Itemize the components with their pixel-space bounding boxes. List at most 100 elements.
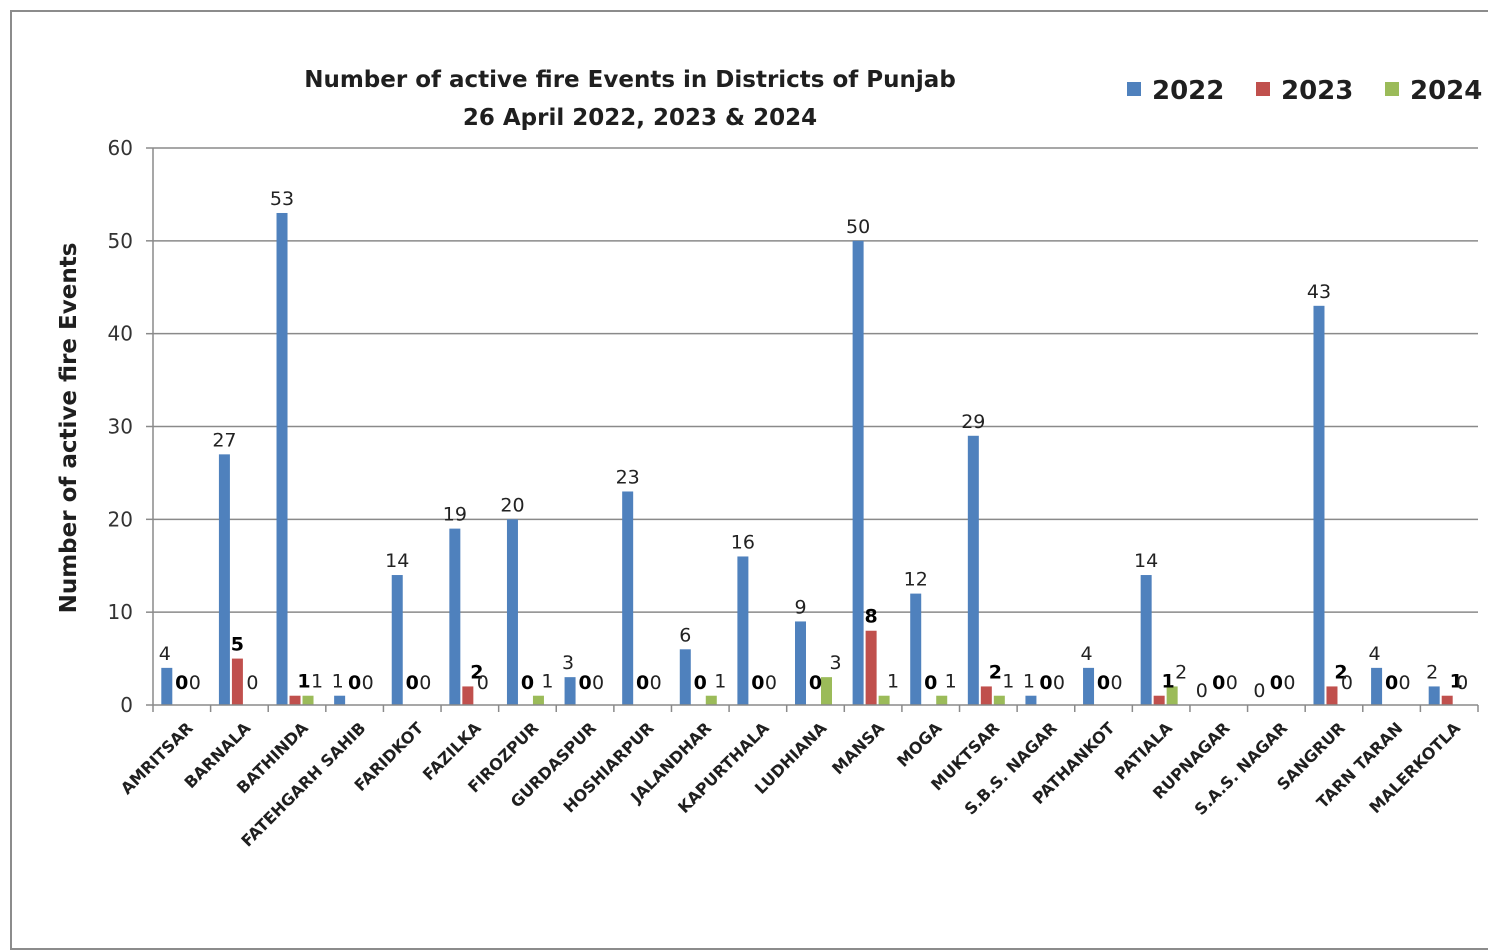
data-label-2022: 4 — [1080, 643, 1092, 665]
bar-2022 — [1313, 305, 1325, 705]
data-label-2023: 1 — [1162, 671, 1175, 693]
x-tick-label: MANSA — [828, 718, 888, 778]
data-label-2022: 16 — [731, 531, 755, 553]
bar-2023 — [1441, 695, 1453, 705]
bar-2024 — [532, 695, 544, 705]
data-label-2023: 0 — [1097, 672, 1110, 694]
data-label-2022: 53 — [270, 188, 294, 210]
data-label-2024: 1 — [714, 671, 726, 693]
data-label-2023: 1 — [297, 671, 310, 693]
bar-2022 — [795, 621, 806, 705]
data-label-2024: 1 — [311, 671, 323, 693]
y-tick-label: 30 — [108, 415, 133, 439]
data-label-2024: 0 — [1399, 672, 1411, 694]
bar-2024 — [302, 695, 314, 705]
data-label-2024: 1 — [945, 671, 957, 693]
bar-2023 — [1326, 686, 1338, 705]
data-label-2023: 0 — [809, 672, 822, 694]
data-label-2023: 0 — [1039, 672, 1052, 694]
data-label-2024: 1 — [887, 671, 899, 693]
bar-2022 — [1140, 575, 1152, 705]
axes: 0102030405060AMRITSARBARNALABATHINDAFATE… — [108, 136, 1479, 850]
data-label-2022: 29 — [961, 411, 985, 433]
bar-2022 — [1371, 667, 1383, 705]
data-label-2022: 19 — [443, 504, 467, 526]
bar-2024 — [993, 695, 1005, 705]
legend: 2022 2023 2024 — [1127, 76, 1482, 106]
bar-2022 — [737, 556, 749, 705]
legend-label-2023: 2023 — [1281, 76, 1353, 106]
data-label-2023: 0 — [1385, 672, 1398, 694]
data-label-2024: 0 — [362, 672, 374, 694]
data-label-2024: 0 — [1456, 672, 1468, 694]
data-label-2023: 0 — [1270, 672, 1283, 694]
data-label-2022: 3 — [562, 652, 574, 674]
bar-chart: 0102030405060AMRITSARBARNALABATHINDAFATE… — [56, 67, 1482, 850]
data-label-2023: 0 — [694, 672, 707, 694]
bar-2022 — [276, 212, 288, 705]
data-label-2024: 0 — [419, 672, 431, 694]
legend-label-2022: 2022 — [1152, 76, 1224, 106]
bar-2022 — [1428, 686, 1440, 705]
bar-2022 — [564, 677, 576, 705]
bar-2023 — [289, 695, 301, 705]
data-label-2024: 0 — [1341, 672, 1353, 694]
legend-swatch-2023 — [1256, 82, 1270, 96]
bar-2022 — [1025, 695, 1037, 705]
y-tick-label: 10 — [108, 600, 133, 624]
data-label-2022: 4 — [1369, 643, 1381, 665]
data-label-2024: 0 — [650, 672, 662, 694]
data-label-2022: 27 — [212, 429, 236, 451]
bar-2022 — [967, 435, 979, 705]
data-label-2024: 0 — [1110, 672, 1122, 694]
data-label-2022: 4 — [159, 643, 171, 665]
bar-2022 — [622, 491, 634, 705]
data-label-2023: 2 — [1334, 661, 1347, 683]
data-label-2022: 14 — [385, 550, 409, 572]
y-tick-label: 0 — [120, 693, 133, 717]
data-label-2022: 0 — [1253, 680, 1265, 702]
data-label-2024: 3 — [829, 652, 841, 674]
legend-swatch-2022 — [1127, 82, 1141, 96]
bar-2022 — [449, 528, 461, 705]
bar-2022 — [218, 454, 230, 705]
bar-2023 — [865, 630, 877, 705]
chart-frame — [10, 10, 1488, 950]
legend-swatch-2024 — [1385, 82, 1399, 96]
data-label-2024: 0 — [477, 672, 489, 694]
data-label-2023: 0 — [636, 672, 649, 694]
data-label-2022: 6 — [679, 624, 691, 646]
bar-2022 — [910, 593, 922, 705]
bar-2022 — [391, 575, 403, 705]
data-label-2022: 0 — [1196, 680, 1208, 702]
data-label-2024: 0 — [189, 672, 201, 694]
data-label-2024: 0 — [592, 672, 604, 694]
data-label-2023: 0 — [175, 672, 188, 694]
data-label-2022: 1 — [332, 671, 344, 693]
bar-2024 — [878, 695, 890, 705]
bar-2023 — [231, 658, 243, 705]
x-tick-label: AMRITSAR — [117, 718, 197, 798]
data-label-2022: 9 — [794, 596, 806, 618]
bar-2022 — [334, 695, 346, 705]
bar-2022 — [161, 667, 173, 705]
bar-2024 — [936, 695, 948, 705]
data-label-2024: 0 — [1226, 672, 1238, 694]
data-label-2024: 1 — [541, 671, 553, 693]
y-tick-label: 50 — [108, 229, 133, 253]
data-label-2022: 1 — [1023, 671, 1035, 693]
data-label-2024: 2 — [1175, 661, 1187, 683]
data-label-2023: 1 — [1450, 671, 1463, 693]
y-tick-label: 60 — [108, 136, 133, 160]
data-label-2023: 5 — [231, 634, 244, 656]
data-label-2023: 0 — [924, 672, 937, 694]
data-label-2022: 23 — [616, 466, 640, 488]
x-tick-label: MOGA — [893, 718, 946, 771]
data-label-2023: 8 — [864, 606, 877, 628]
data-label-2022: 43 — [1307, 281, 1331, 303]
data-label-2022: 20 — [500, 494, 524, 516]
chart-title: Number of active fire Events in District… — [304, 67, 956, 93]
y-tick-label: 20 — [108, 507, 133, 531]
data-label-2022: 50 — [846, 216, 870, 238]
